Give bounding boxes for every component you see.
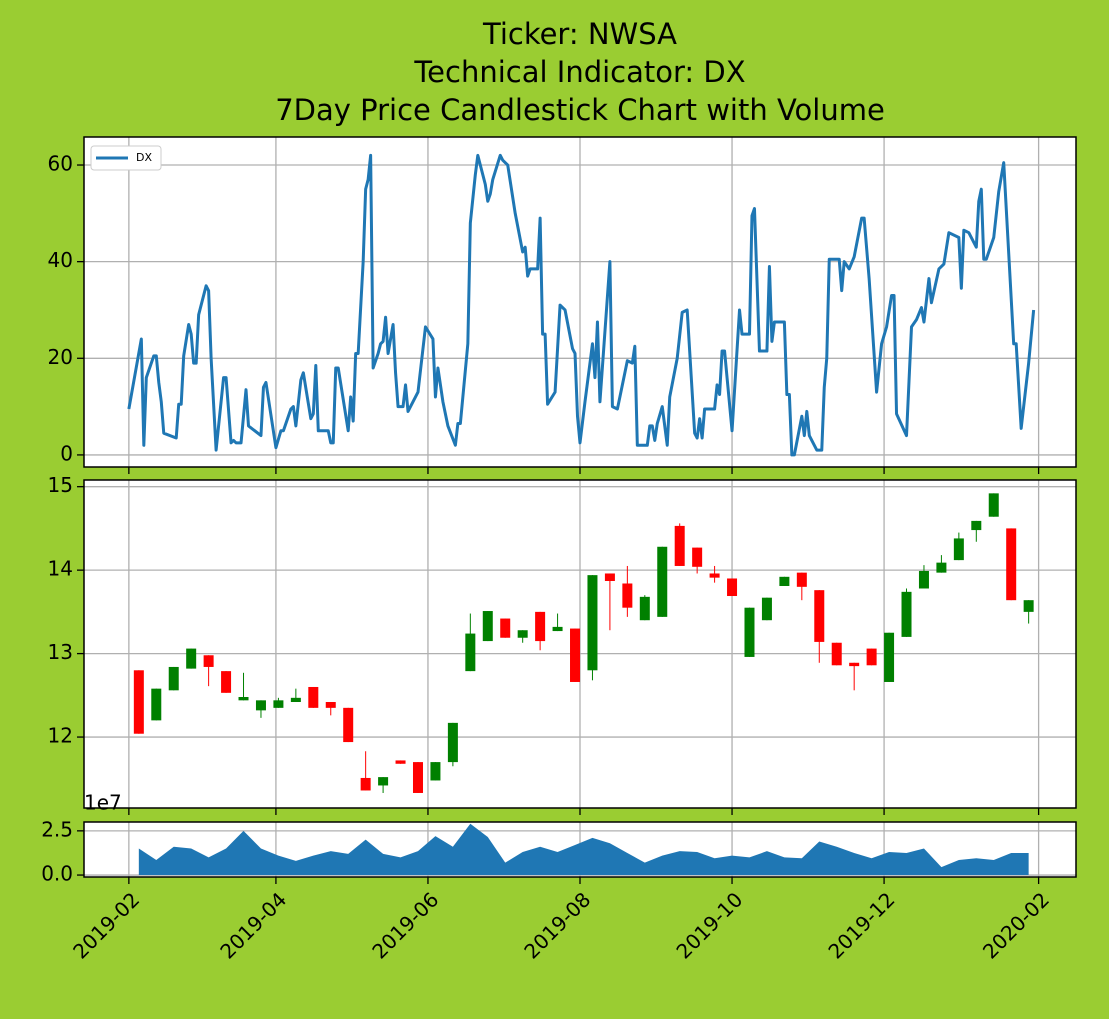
candle-body [552,626,563,632]
candle-body [884,632,895,682]
candle-body [273,700,284,708]
candle-body [674,525,685,566]
candle-body [761,597,772,621]
candle-body [500,618,511,638]
candle-body [744,607,755,657]
y-tick-label: 12 [48,724,73,748]
candle-body [308,686,319,708]
candle-body [343,707,354,743]
candle-body [639,596,650,621]
candle-body [535,611,546,642]
candle-body [953,538,964,561]
candle-body [866,648,877,666]
candle-body [412,762,423,793]
candle-body [517,630,528,638]
candle-body [831,642,842,666]
candle-body [814,590,825,642]
candle-body [168,666,179,691]
legend-label: DX [136,151,152,164]
candle-body [447,722,458,763]
y-tick-label: 0 [60,441,73,465]
line [127,153,1036,457]
candle-body [570,628,581,682]
candle-body [918,570,929,589]
plot-marks [138,823,1029,876]
y-tick-label: 13 [48,640,73,664]
title-line: Ticker: NWSA [482,17,677,51]
candle-body [622,583,633,608]
candle-body [430,762,441,781]
candle-body [692,547,703,567]
candle-body [360,777,371,791]
y-tick-label: 2.5 [41,817,73,841]
candle-body [151,688,162,721]
volume-area [138,823,1029,876]
candle-body [779,576,790,586]
y-tick-label: 40 [48,248,73,272]
title-line: 7Day Price Candlestick Chart with Volume [275,93,885,127]
candle-body [378,777,389,786]
candle-body [186,648,197,669]
title-line: Technical Indicator: DX [413,55,745,89]
candle-body [796,572,807,587]
y-tick-label: 0.0 [41,862,73,886]
candle-body [1023,600,1034,612]
candle-body [221,671,232,693]
candle-body [727,578,738,597]
candle-body [604,573,615,581]
candle-body [395,760,406,764]
candle-body [255,700,266,711]
candle-body [1006,528,1017,601]
axes-frame [83,479,1077,809]
candle-body [657,546,668,617]
candle-body [971,520,982,531]
offset-label: 1e7 [84,791,122,815]
axes-frame [83,136,1077,468]
candle-body [465,633,476,672]
candle-body [238,696,249,701]
candle-body [709,573,720,578]
candle-body [936,562,947,573]
plot-marks [127,153,1036,457]
candle-body [988,493,999,517]
y-tick-label: 15 [48,473,73,497]
y-tick-label: 20 [48,345,73,369]
candle-body [482,611,493,642]
candle-body [325,702,336,708]
y-tick-label: 14 [48,557,73,581]
candle-body [203,655,214,667]
candle-body [133,670,144,734]
y-tick-label: 60 [48,152,73,176]
candle-body [849,662,860,667]
axes-frame [83,821,1077,878]
candle-body [587,575,598,671]
candle-body [290,697,301,703]
plot-marks [133,493,1034,793]
candle-body [901,591,912,637]
